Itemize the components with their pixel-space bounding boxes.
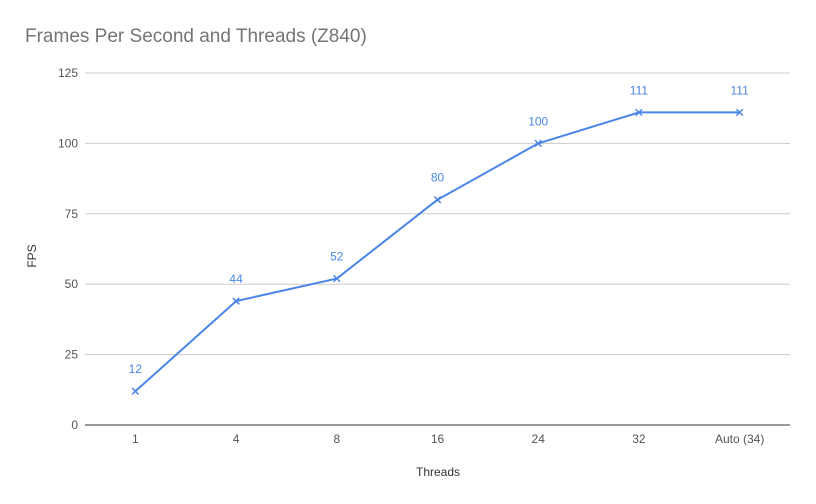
data-point (534, 139, 542, 148)
data-label: 44 (229, 272, 243, 286)
series-line (134, 111, 741, 393)
data-point (131, 387, 140, 395)
data-point (735, 108, 744, 117)
data-point (433, 195, 442, 204)
data-label: 80 (431, 171, 445, 185)
x-tick-label: Auto (34) (715, 432, 764, 446)
x-axis-title: Threads (416, 465, 460, 479)
data-point (232, 297, 240, 305)
axes: 0 25 50 75 100 125 1 4 8 16 24 32 Auto (34) (58, 66, 790, 446)
y-tick-label: 0 (71, 418, 78, 432)
gridlines (85, 72, 790, 356)
data-point (333, 274, 341, 283)
data-label: 12 (129, 362, 143, 376)
y-tick-label: 25 (65, 348, 79, 362)
data-labels: 12 44 52 80 100 111 111 (129, 83, 749, 376)
x-tick-label: 32 (632, 432, 646, 446)
data-label: 111 (731, 83, 750, 97)
y-tick-label: 100 (58, 136, 78, 150)
y-tick-label: 125 (58, 66, 78, 80)
y-tick-label: 50 (65, 277, 79, 291)
x-tick-label: 1 (132, 432, 139, 446)
x-tick-label: 4 (233, 432, 240, 446)
series-layer (131, 108, 744, 395)
data-label: 100 (528, 114, 548, 128)
x-tick-label: 16 (431, 432, 445, 446)
chart-title: Frames Per Second and Threads (Z840) (25, 26, 367, 47)
data-label: 111 (630, 83, 649, 97)
x-tick-label: 24 (532, 432, 546, 446)
y-axis-title: FPS (25, 244, 39, 267)
x-tick-label: 8 (333, 432, 340, 446)
data-label: 52 (330, 250, 344, 264)
data-point (635, 108, 643, 117)
y-tick-label: 75 (65, 207, 79, 221)
